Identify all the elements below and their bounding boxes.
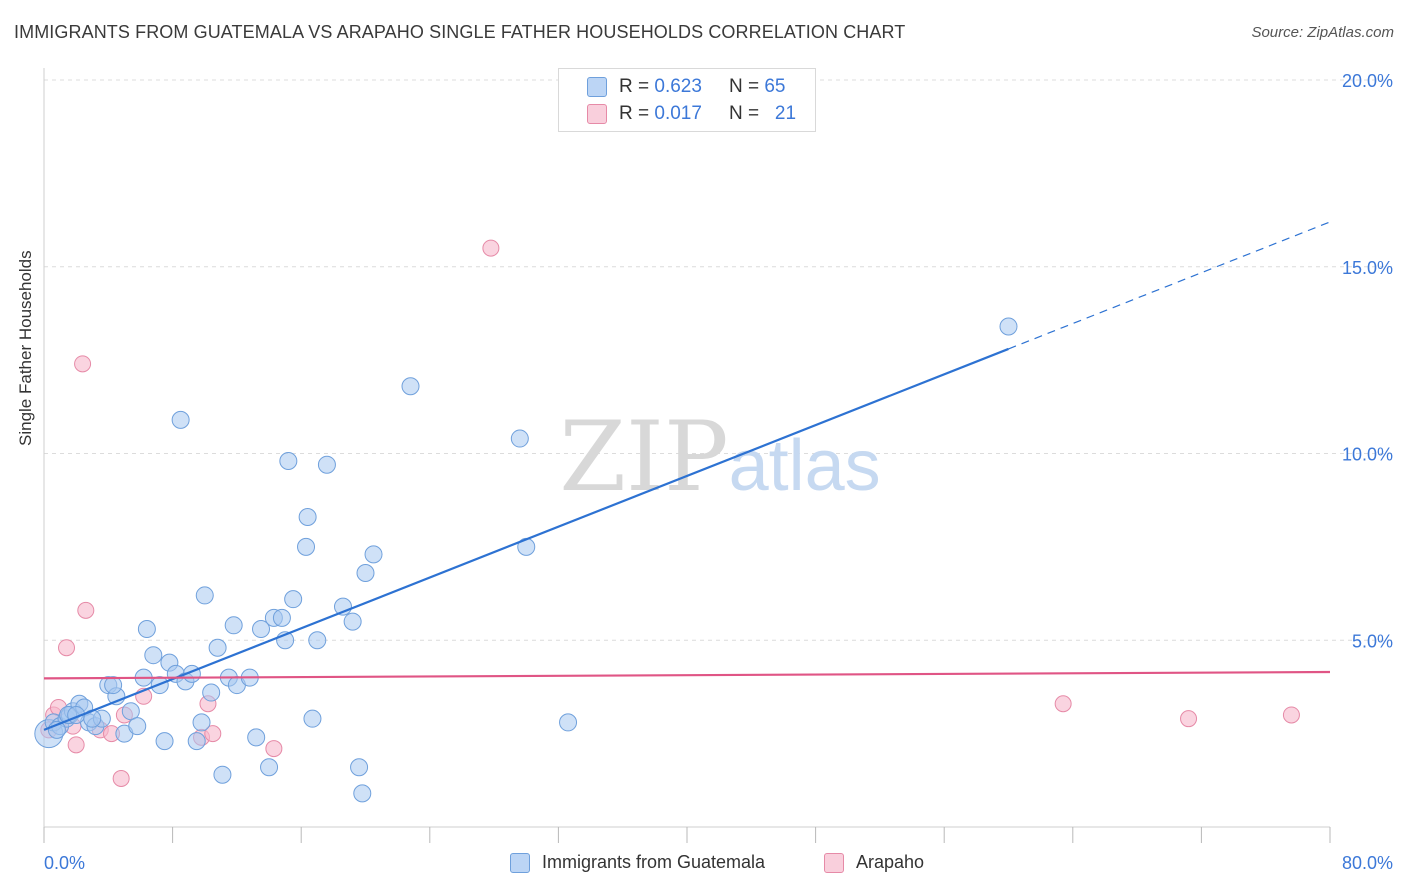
data-point-arapaho — [204, 725, 222, 743]
r-value: 0.017 — [654, 103, 702, 124]
correlation-legend: R = 0.623 N = 65 R = 0.017 N = 21 — [558, 68, 816, 132]
legend-row-guatemala: R = 0.623 N = 65 — [587, 75, 785, 99]
data-point-guatemala — [364, 545, 383, 564]
y-tick-label: 5.0% — [1352, 631, 1393, 651]
data-point-guatemala — [343, 612, 362, 631]
x-tick-label: 80.0% — [1342, 853, 1393, 873]
x-tick-label: 0.0% — [44, 853, 85, 873]
data-point-guatemala — [187, 732, 206, 751]
watermark: ZIPatlas — [559, 401, 880, 513]
data-point-guatemala — [121, 702, 140, 721]
source-label: Source: ZipAtlas.com — [1251, 24, 1394, 41]
trendline-guatemala — [43, 347, 1009, 731]
r-value: 0.623 — [654, 76, 702, 97]
n-label: N = — [728, 103, 760, 124]
data-point-guatemala — [350, 758, 369, 777]
data-point-guatemala — [213, 765, 232, 784]
data-point-guatemala — [208, 638, 227, 657]
legend-item-arapaho[interactable]: Arapaho — [824, 852, 924, 873]
data-point-guatemala — [297, 537, 316, 556]
y-axis-label: Single Father Households — [16, 250, 35, 446]
legend-swatch-pink — [587, 104, 607, 124]
y-tick-label: 20.0% — [1342, 71, 1393, 91]
data-point-guatemala — [224, 616, 243, 635]
data-point-arapaho — [74, 355, 92, 373]
data-point-guatemala — [279, 451, 298, 470]
chart-title: IMMIGRANTS FROM GUATEMALA VS ARAPAHO SIN… — [14, 22, 906, 42]
data-point-guatemala — [155, 732, 174, 751]
data-point-guatemala — [272, 608, 291, 627]
legend-label-guatemala: Immigrants from Guatemala — [542, 852, 766, 872]
data-point-guatemala — [353, 784, 372, 803]
data-point-guatemala — [303, 709, 322, 728]
data-point-guatemala — [260, 758, 279, 777]
data-point-guatemala — [510, 429, 529, 448]
legend-swatch-blue — [510, 852, 530, 873]
n-value: 21 — [774, 103, 797, 124]
data-point-guatemala — [247, 728, 266, 747]
n-value: 65 — [764, 76, 786, 97]
data-point-arapaho — [482, 239, 500, 257]
data-point-guatemala — [356, 564, 375, 583]
data-point-arapaho — [77, 601, 95, 619]
data-point-guatemala — [104, 676, 123, 695]
r-label: R = — [619, 76, 650, 97]
data-point-guatemala — [559, 713, 578, 732]
trendline-guatemala-extension — [1008, 221, 1331, 350]
data-point-guatemala — [284, 590, 303, 609]
data-point-guatemala — [128, 717, 147, 736]
data-point-guatemala — [171, 410, 190, 429]
data-point-guatemala — [252, 620, 271, 639]
data-point-guatemala — [317, 455, 336, 474]
data-point-arapaho — [1282, 706, 1300, 724]
y-tick-label: 15.0% — [1342, 258, 1393, 278]
data-point-guatemala — [999, 317, 1018, 336]
data-point-guatemala — [298, 507, 317, 526]
data-point-guatemala — [401, 377, 420, 396]
data-point-guatemala — [192, 713, 211, 732]
legend-swatch-pink — [824, 852, 844, 873]
data-point-guatemala — [137, 620, 156, 639]
data-point-guatemala — [144, 646, 163, 665]
data-point-guatemala — [202, 683, 221, 702]
data-point-arapaho — [1054, 695, 1072, 713]
data-point-arapaho — [265, 740, 283, 758]
data-point-arapaho — [1180, 710, 1198, 728]
data-point-guatemala — [195, 586, 214, 605]
data-point-arapaho — [58, 639, 76, 657]
data-point-arapaho — [112, 769, 130, 787]
legend-swatch-blue — [587, 77, 607, 97]
legend-item-guatemala[interactable]: Immigrants from Guatemala — [510, 852, 765, 873]
data-point-arapaho — [67, 736, 85, 754]
data-point-guatemala — [308, 631, 327, 650]
legend-row-arapaho: R = 0.017 N = 21 — [587, 102, 796, 126]
y-tick-label: 10.0% — [1342, 445, 1393, 465]
legend-label-arapaho: Arapaho — [856, 852, 925, 872]
r-label: R = — [619, 103, 650, 124]
trendline-arapaho — [43, 670, 1331, 680]
n-label: N = — [728, 76, 760, 97]
